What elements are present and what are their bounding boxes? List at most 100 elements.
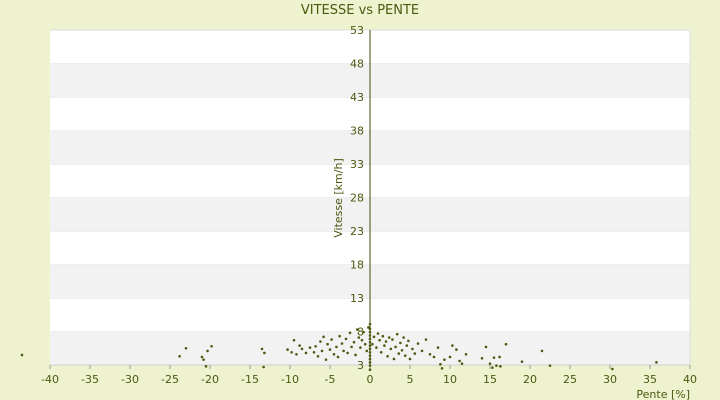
data-point bbox=[498, 355, 501, 359]
data-point bbox=[448, 355, 452, 359]
data-point bbox=[499, 365, 502, 368]
data-point bbox=[386, 354, 389, 358]
data-point bbox=[368, 364, 372, 367]
data-point bbox=[363, 342, 367, 346]
data-point bbox=[263, 351, 266, 355]
chart-title: VITESSE vs PENTE bbox=[301, 3, 419, 18]
data-point bbox=[204, 365, 208, 368]
data-point bbox=[357, 336, 361, 339]
y-tick-label: 8 bbox=[357, 326, 364, 339]
x-tick-label: -25 bbox=[161, 373, 179, 386]
y-axis-label: Vitesse [km/h] bbox=[332, 158, 345, 238]
data-point bbox=[432, 355, 436, 359]
data-point bbox=[655, 361, 658, 364]
data-point bbox=[405, 344, 409, 347]
x-tick-label: 35 bbox=[643, 373, 657, 386]
data-point bbox=[504, 342, 508, 346]
data-point bbox=[368, 344, 372, 347]
data-point bbox=[335, 345, 338, 349]
y-tick-label: 33 bbox=[350, 158, 364, 171]
data-point bbox=[368, 357, 372, 361]
data-point bbox=[348, 331, 352, 335]
data-point bbox=[368, 330, 372, 334]
data-point bbox=[389, 347, 393, 351]
data-point bbox=[319, 340, 322, 343]
data-point bbox=[488, 362, 492, 365]
data-point bbox=[292, 338, 296, 342]
data-point bbox=[320, 349, 324, 353]
data-point bbox=[338, 334, 341, 338]
data-point bbox=[210, 344, 213, 348]
data-point bbox=[342, 349, 345, 353]
data-point bbox=[202, 358, 205, 361]
data-point bbox=[350, 345, 353, 349]
data-point bbox=[520, 360, 524, 363]
data-point bbox=[399, 341, 402, 345]
data-point bbox=[312, 350, 316, 354]
data-point bbox=[368, 350, 372, 354]
data-point bbox=[440, 367, 444, 370]
y-tick-label: 28 bbox=[350, 192, 364, 205]
data-point bbox=[368, 327, 372, 331]
data-point bbox=[480, 357, 484, 360]
data-point bbox=[346, 351, 349, 355]
data-point bbox=[372, 335, 376, 339]
data-point bbox=[411, 347, 414, 351]
x-tick-label: 15 bbox=[483, 373, 497, 386]
y-tick-label: 18 bbox=[350, 259, 364, 272]
data-point bbox=[371, 342, 374, 346]
data-point bbox=[184, 346, 188, 350]
plot-area bbox=[50, 29, 691, 366]
data-point bbox=[548, 364, 552, 367]
data-point bbox=[379, 350, 383, 354]
data-point bbox=[436, 346, 440, 349]
data-point bbox=[484, 345, 488, 349]
y-tick-label: 13 bbox=[350, 292, 364, 305]
y-tick-label: 48 bbox=[350, 58, 364, 71]
data-point bbox=[451, 344, 454, 347]
data-point bbox=[304, 351, 308, 355]
x-tick-label: -40 bbox=[41, 373, 59, 386]
x-tick-label: 0 bbox=[367, 373, 374, 386]
data-point bbox=[178, 354, 181, 358]
data-point bbox=[394, 345, 397, 349]
y-tick-label: 38 bbox=[350, 125, 364, 138]
data-point bbox=[290, 350, 293, 354]
data-point bbox=[368, 347, 372, 351]
data-point bbox=[326, 342, 329, 346]
x-tick-label: 25 bbox=[563, 373, 577, 386]
data-point bbox=[324, 358, 328, 361]
data-point bbox=[368, 322, 372, 326]
data-point bbox=[286, 348, 289, 351]
data-point bbox=[384, 340, 388, 343]
data-point bbox=[314, 344, 317, 348]
data-point bbox=[403, 354, 407, 357]
data-point bbox=[344, 337, 348, 341]
data-point bbox=[458, 359, 461, 363]
data-point bbox=[439, 363, 442, 366]
data-point bbox=[365, 349, 369, 353]
data-point bbox=[492, 356, 496, 359]
x-axis-label: Pente [%] bbox=[636, 388, 690, 400]
data-point bbox=[376, 332, 380, 335]
data-point bbox=[381, 334, 385, 338]
data-point bbox=[332, 352, 336, 356]
x-tick-label: -30 bbox=[121, 373, 139, 386]
data-point bbox=[355, 328, 359, 331]
data-point bbox=[460, 362, 464, 365]
data-point bbox=[383, 344, 386, 347]
y-tick-label: 43 bbox=[350, 91, 364, 104]
data-point bbox=[260, 347, 264, 351]
x-axis: -40 -35 -30 -25 -20 -15 -10 -5 0 5 10 15 20 25 30 35 40 bbox=[41, 365, 697, 386]
data-point bbox=[611, 367, 614, 371]
data-point bbox=[391, 338, 394, 341]
data-point bbox=[340, 342, 344, 345]
data-point bbox=[400, 348, 404, 352]
data-point bbox=[464, 352, 468, 356]
x-tick-label: 10 bbox=[443, 373, 457, 386]
data-point bbox=[300, 347, 304, 351]
data-point bbox=[407, 339, 410, 343]
data-point bbox=[262, 365, 265, 369]
